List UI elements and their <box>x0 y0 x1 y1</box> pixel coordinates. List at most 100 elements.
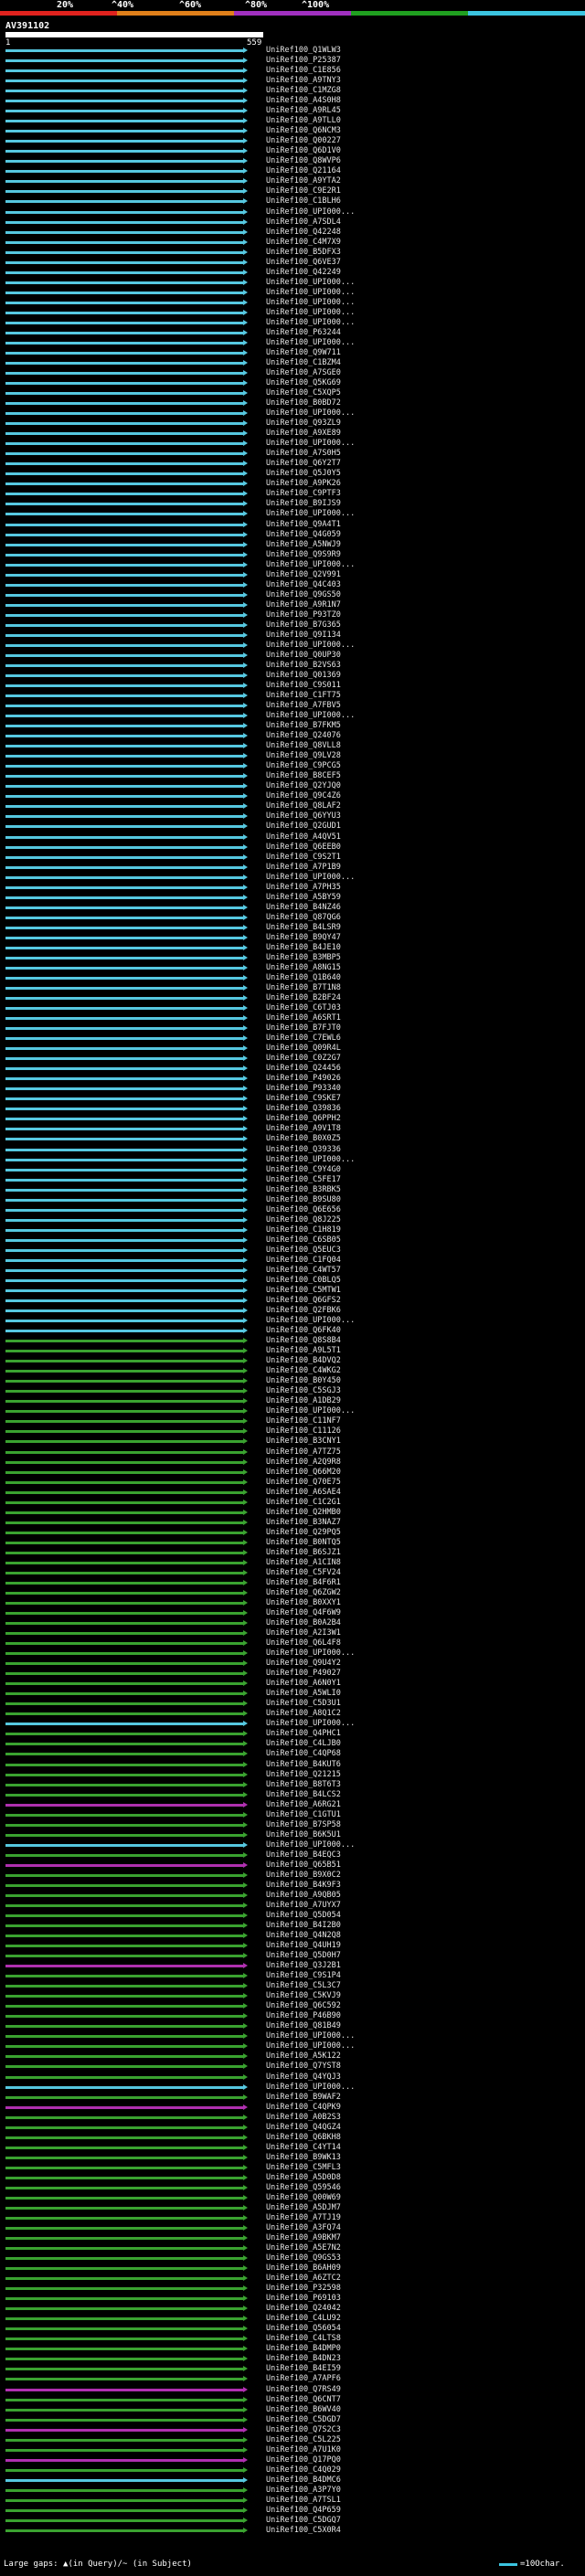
hit-row[interactable]: UniRef100_B4I2B0 <box>0 1921 585 1930</box>
hit-row[interactable]: UniRef100_B4K9F3 <box>0 1881 585 1890</box>
hit-label[interactable]: UniRef100_Q2FBK6 <box>266 1306 341 1316</box>
hit-label[interactable]: UniRef100_Q59546 <box>266 2182 341 2192</box>
hit-label[interactable]: UniRef100_A7S0H5 <box>266 449 341 459</box>
hit-row[interactable]: UniRef100_A7TSL1 <box>0 2496 585 2505</box>
hit-row[interactable]: UniRef100_A6SRT1 <box>0 1013 585 1023</box>
hit-row[interactable]: UniRef100_Q4UH19 <box>0 1941 585 1950</box>
hit-label[interactable]: UniRef100_C9S011 <box>266 681 341 691</box>
hit-row[interactable]: UniRef100_B6WV40 <box>0 2405 585 2414</box>
hit-row[interactable]: UniRef100_UPI000... <box>0 1316 585 1326</box>
hit-label[interactable]: UniRef100_UPI000... <box>266 2041 356 2051</box>
hit-label[interactable]: UniRef100_Q4G059 <box>266 529 341 539</box>
hit-label[interactable]: UniRef100_C7EWL6 <box>266 1034 341 1044</box>
hit-row[interactable]: UniRef100_Q65B51 <box>0 1860 585 1870</box>
hit-row[interactable]: UniRef100_B9X0C2 <box>0 1871 585 1880</box>
hit-label[interactable]: UniRef100_UPI000... <box>266 317 356 327</box>
hit-label[interactable]: UniRef100_C1C2G1 <box>266 1497 341 1507</box>
hit-row[interactable]: UniRef100_B4LCS2 <box>0 1789 585 1799</box>
hit-row[interactable]: UniRef100_C5MTW1 <box>0 1286 585 1295</box>
hit-label[interactable]: UniRef100_B4F6R1 <box>266 1577 341 1587</box>
hit-row[interactable]: UniRef100_Q9W711 <box>0 348 585 357</box>
hit-row[interactable]: UniRef100_Q8J225 <box>0 1215 585 1224</box>
hit-row[interactable]: UniRef100_A1DB29 <box>0 1396 585 1405</box>
hit-label[interactable]: UniRef100_B4LCS2 <box>266 1789 341 1799</box>
hit-row[interactable]: UniRef100_B3MBP5 <box>0 952 585 962</box>
hit-row[interactable]: UniRef100_Q56054 <box>0 2324 585 2333</box>
hit-row[interactable]: UniRef100_A4QV51 <box>0 832 585 842</box>
hit-row[interactable]: UniRef100_B4KUT6 <box>0 1759 585 1769</box>
hit-row[interactable]: UniRef100_C9Y4G0 <box>0 1165 585 1174</box>
hit-label[interactable]: UniRef100_B9IJS9 <box>266 499 341 509</box>
hit-label[interactable]: UniRef100_A6SRT1 <box>266 1013 341 1023</box>
hit-label[interactable]: UniRef100_Q7YST8 <box>266 2062 341 2072</box>
hit-label[interactable]: UniRef100_UPI000... <box>266 1316 356 1326</box>
hit-row[interactable]: UniRef100_B4LSR9 <box>0 923 585 932</box>
hit-row[interactable]: UniRef100_UPI000... <box>0 509 585 518</box>
hit-label[interactable]: UniRef100_Q6D1V0 <box>266 146 341 156</box>
hit-label[interactable]: UniRef100_B3NAZ7 <box>266 1517 341 1527</box>
hit-label[interactable]: UniRef100_B6AH09 <box>266 2263 341 2274</box>
hit-row[interactable]: UniRef100_P46B90 <box>0 2011 585 2020</box>
hit-row[interactable]: UniRef100_Q7YST8 <box>0 2062 585 2072</box>
hit-row[interactable]: UniRef100_A7SGE0 <box>0 368 585 377</box>
hit-label[interactable]: UniRef100_B3MBP5 <box>266 952 341 962</box>
hit-label[interactable]: UniRef100_B4KUT6 <box>266 1759 341 1769</box>
hit-label[interactable]: UniRef100_B3CNY1 <box>266 1436 341 1447</box>
hit-row[interactable]: UniRef100_C11NF7 <box>0 1416 585 1426</box>
hit-label[interactable]: UniRef100_Q4YQJ3 <box>266 2072 341 2082</box>
hit-label[interactable]: UniRef100_B4EQC3 <box>266 1850 341 1860</box>
hit-label[interactable]: UniRef100_B4EI59 <box>266 2364 341 2374</box>
hit-row[interactable]: UniRef100_A8Q1C2 <box>0 1709 585 1718</box>
hit-label[interactable]: UniRef100_Q70E75 <box>266 1477 341 1487</box>
hit-row[interactable]: UniRef100_C5DGQ7 <box>0 2516 585 2525</box>
hit-row[interactable]: UniRef100_A9R1N7 <box>0 600 585 610</box>
hit-label[interactable]: UniRef100_C0Z2G7 <box>266 1054 341 1064</box>
hit-label[interactable]: UniRef100_C1BLH6 <box>266 196 341 207</box>
hit-label[interactable]: UniRef100_A7FBV5 <box>266 701 341 711</box>
hit-row[interactable]: UniRef100_A9L5T1 <box>0 1346 585 1355</box>
hit-row[interactable]: UniRef100_UPI000... <box>0 338 585 347</box>
hit-row[interactable]: UniRef100_A9XE89 <box>0 429 585 438</box>
hit-label[interactable]: UniRef100_C5MFL3 <box>266 2162 341 2172</box>
hit-row[interactable]: UniRef100_Q59546 <box>0 2182 585 2192</box>
hit-label[interactable]: UniRef100_UPI000... <box>266 2082 356 2092</box>
hit-label[interactable]: UniRef100_Q00227 <box>266 136 341 146</box>
hit-label[interactable]: UniRef100_P93TZ0 <box>266 610 341 620</box>
hit-label[interactable]: UniRef100_A4QV51 <box>266 832 341 842</box>
hit-label[interactable]: UniRef100_C9S1P4 <box>266 1971 341 1981</box>
hit-row[interactable]: UniRef100_P32598 <box>0 2284 585 2293</box>
hit-label[interactable]: UniRef100_C4LTS8 <box>266 2334 341 2344</box>
hit-row[interactable]: UniRef100_UPI000... <box>0 317 585 327</box>
hit-label[interactable]: UniRef100_C1MZG8 <box>266 86 341 96</box>
hit-label[interactable]: UniRef100_Q66M20 <box>266 1467 341 1477</box>
hit-label[interactable]: UniRef100_C5L225 <box>266 2434 341 2444</box>
hit-row[interactable]: UniRef100_P93340 <box>0 1084 585 1093</box>
hit-row[interactable]: UniRef100_C5L3C7 <box>0 1981 585 1990</box>
hit-row[interactable]: UniRef100_A8NG15 <box>0 963 585 972</box>
hit-row[interactable]: UniRef100_C1C2G1 <box>0 1497 585 1507</box>
hit-row[interactable]: UniRef100_Q6YYU3 <box>0 811 585 821</box>
hit-label[interactable]: UniRef100_B0X0Z5 <box>266 1134 341 1144</box>
hit-label[interactable]: UniRef100_B9WAF2 <box>266 2092 341 2102</box>
hit-row[interactable]: UniRef100_Q6VE37 <box>0 258 585 267</box>
hit-label[interactable]: UniRef100_Q0UP30 <box>266 650 341 660</box>
hit-label[interactable]: UniRef100_B0NTQ5 <box>266 1537 341 1547</box>
hit-row[interactable]: UniRef100_C5FV24 <box>0 1568 585 1577</box>
hit-row[interactable]: UniRef100_A9PK26 <box>0 479 585 488</box>
hit-label[interactable]: UniRef100_C1E856 <box>266 66 341 76</box>
hit-label[interactable]: UniRef100_A9QB05 <box>266 1890 341 1900</box>
hit-label[interactable]: UniRef100_C0BLQ5 <box>266 1275 341 1285</box>
hit-label[interactable]: UniRef100_Q6NCM3 <box>266 126 341 136</box>
hit-row[interactable]: UniRef100_Q4G059 <box>0 529 585 539</box>
hit-label[interactable]: UniRef100_Q24042 <box>266 2304 341 2314</box>
hit-label[interactable]: UniRef100_B9SU80 <box>266 1194 341 1204</box>
hit-label[interactable]: UniRef100_Q87QG6 <box>266 912 341 922</box>
hit-row[interactable]: UniRef100_B2BF24 <box>0 993 585 1002</box>
hit-label[interactable]: UniRef100_A9BKM7 <box>266 2233 341 2243</box>
hit-row[interactable]: UniRef100_A9YTA2 <box>0 176 585 186</box>
hit-row[interactable]: UniRef100_Q8VLL8 <box>0 741 585 750</box>
hit-label[interactable]: UniRef100_Q1B640 <box>266 972 341 982</box>
hit-label[interactable]: UniRef100_B6SJZ1 <box>266 1547 341 1557</box>
hit-row[interactable]: UniRef100_Q2FBK6 <box>0 1306 585 1316</box>
hit-label[interactable]: UniRef100_Q81B49 <box>266 2021 341 2031</box>
